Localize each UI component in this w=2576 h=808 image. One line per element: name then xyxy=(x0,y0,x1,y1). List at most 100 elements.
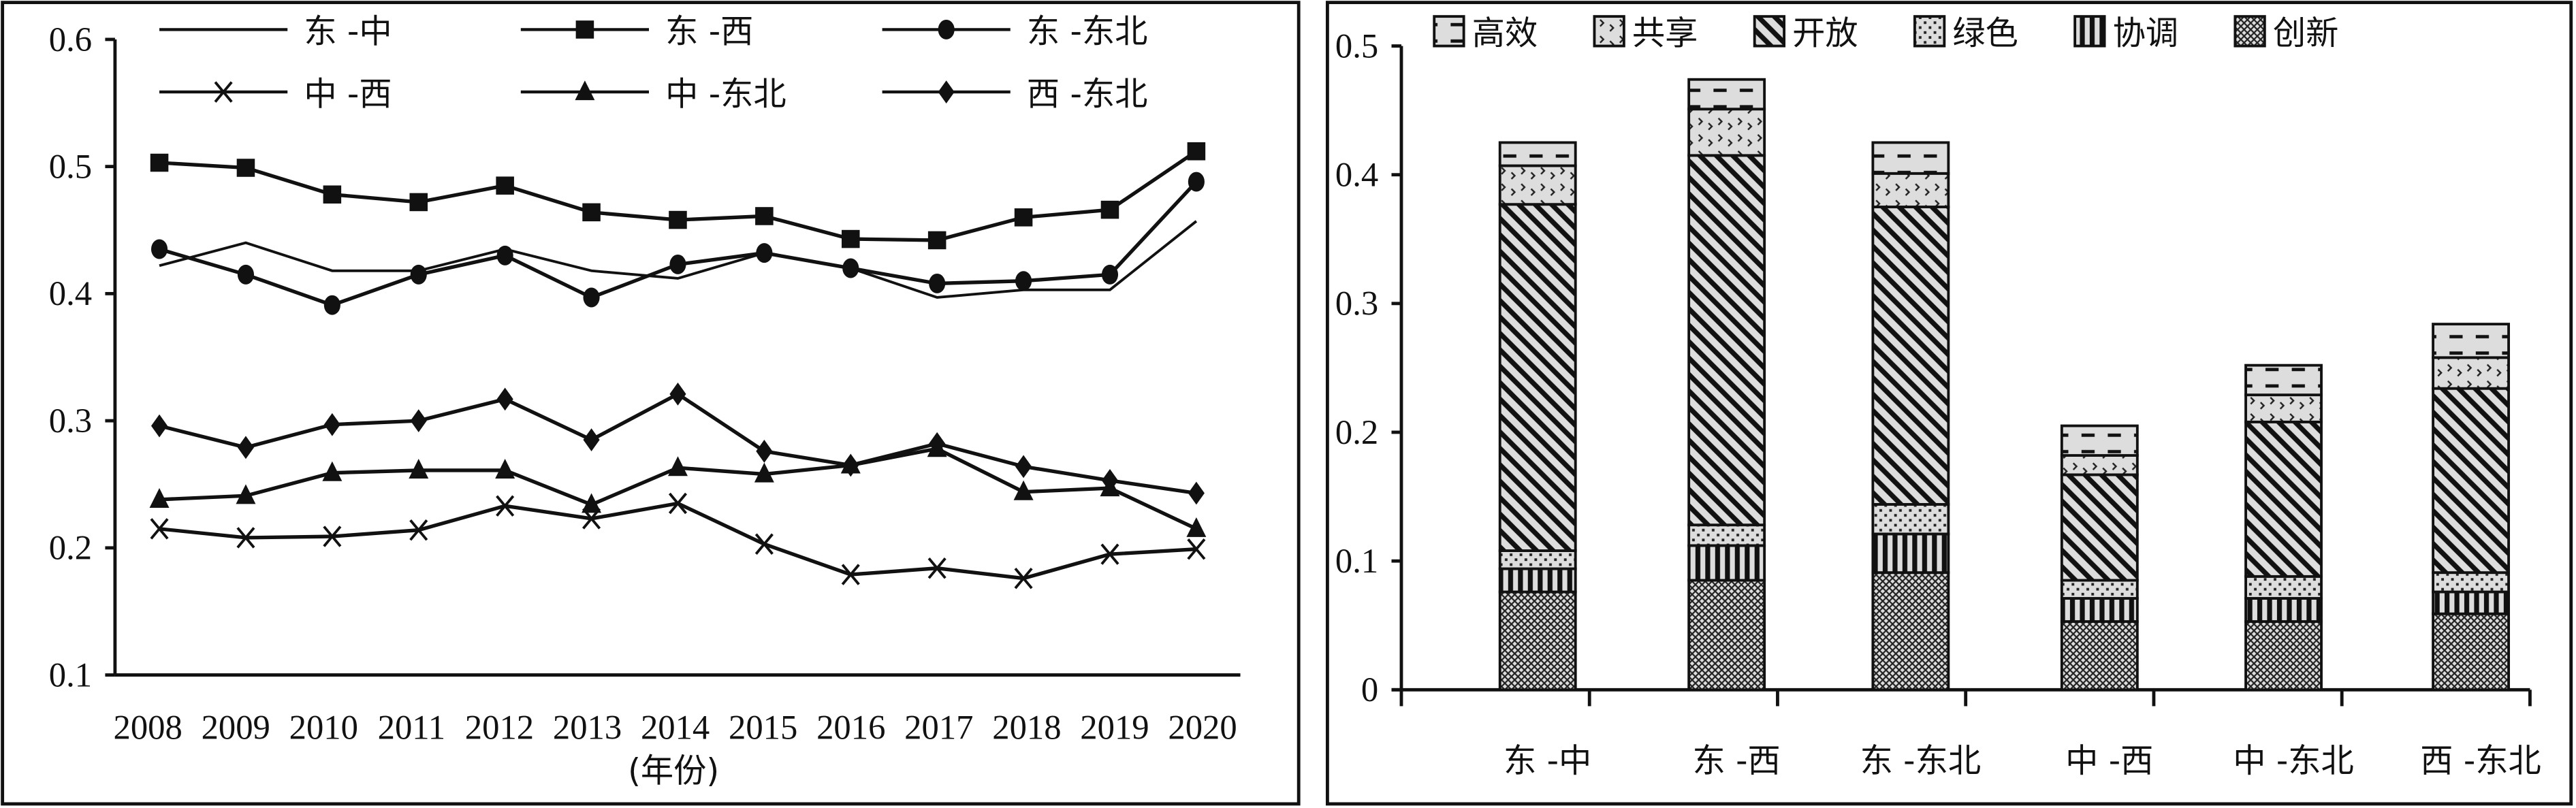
data-point xyxy=(1101,468,1119,492)
x-tick-label: 东 -西 xyxy=(1693,742,1781,780)
data-point xyxy=(755,207,774,225)
bar-segment-高效 xyxy=(2060,424,2139,457)
data-point xyxy=(842,258,859,278)
legend-swatch xyxy=(2073,15,2106,48)
data-point xyxy=(582,203,601,222)
data-point xyxy=(1100,543,1119,565)
data-point xyxy=(496,176,514,195)
data-point xyxy=(410,264,427,285)
x-tick-label: 中 -西 xyxy=(2065,742,2153,780)
bar-segment-高效 xyxy=(1687,78,1766,111)
y-tick-label: 0.2 xyxy=(1335,413,1378,451)
data-point xyxy=(841,229,860,248)
y-tick-label: 0.4 xyxy=(49,274,92,312)
data-point xyxy=(409,519,428,541)
y-tick-label: 0.5 xyxy=(1335,27,1378,65)
data-point xyxy=(841,564,860,585)
x-tick-label: 2009 xyxy=(202,709,270,747)
bar-segment-开放 xyxy=(1871,206,1950,506)
legend-label: 创新 xyxy=(2273,14,2339,52)
data-point xyxy=(1101,264,1119,285)
legend-label: 东 -东北 xyxy=(1027,13,1148,51)
bar-segment-共享 xyxy=(2244,393,2323,423)
legend-label: 共享 xyxy=(1632,14,1698,52)
data-point xyxy=(583,287,600,308)
data-point xyxy=(236,159,255,177)
data-point xyxy=(323,185,342,204)
data-point xyxy=(237,436,255,459)
x-tick-label: 2008 xyxy=(113,709,182,747)
data-point xyxy=(496,387,513,411)
data-point xyxy=(927,231,947,250)
data-point xyxy=(409,193,428,212)
x-tick-label: 2015 xyxy=(729,709,797,747)
bar-segment-开放 xyxy=(2244,420,2323,578)
data-point xyxy=(150,153,169,172)
legend-swatch xyxy=(1433,15,1465,48)
bar-segment-高效 xyxy=(2432,323,2510,359)
x-tick-label: 2016 xyxy=(816,709,885,747)
data-point xyxy=(929,273,946,293)
data-point xyxy=(496,245,513,265)
data-point xyxy=(1014,567,1033,589)
legend-marker xyxy=(938,19,955,39)
bar-segment-开放 xyxy=(1687,154,1766,527)
data-point xyxy=(495,459,515,479)
x-axis-label: (年份) xyxy=(628,752,719,790)
bar-segment-高效 xyxy=(1871,141,1950,175)
x-tick-label: 2012 xyxy=(465,709,534,747)
bar-segment-共享 xyxy=(1498,164,1577,206)
bar-segment-绿色 xyxy=(1871,502,1950,536)
y-tick-label: 0.2 xyxy=(49,529,92,567)
legend-marker xyxy=(214,81,233,103)
legend-label: 西 -东北 xyxy=(1027,75,1148,113)
bar-segment-创新 xyxy=(2060,620,2139,692)
data-point xyxy=(754,462,774,483)
series-1 xyxy=(150,142,1206,250)
y-tick-label: 0 xyxy=(1361,670,1378,709)
bar-segment-创新 xyxy=(2432,612,2510,692)
legend-label: 中 -东北 xyxy=(665,75,786,113)
bar-segment-协调 xyxy=(1498,567,1577,594)
data-point xyxy=(323,413,340,436)
series-line xyxy=(159,501,1197,581)
data-point xyxy=(236,484,256,504)
bar-chart: 0 0.1 0.2 0.3 0.4 0.5 东 -中 东 -西 东 -东北 中 -西 中 -东北 西 … xyxy=(1335,14,2541,780)
data-point xyxy=(149,487,170,508)
x-tick-label: 2014 xyxy=(641,709,710,747)
legend-swatch xyxy=(1913,15,1946,48)
bar-segment-共享 xyxy=(2432,356,2510,390)
data-point xyxy=(150,414,168,438)
data-point xyxy=(150,239,168,259)
data-point xyxy=(1014,208,1033,227)
x-tick-label: 2010 xyxy=(289,709,358,747)
data-point xyxy=(667,456,688,476)
bar-segment-绿色 xyxy=(2060,579,2139,600)
data-point xyxy=(1187,538,1206,560)
line-chart: 0.1 0.2 0.3 0.4 0.5 0.6 2008 2009 2010 2011 2012 20… xyxy=(49,13,1241,790)
bar-segment-共享 xyxy=(1687,108,1766,157)
y-tick-label: 0.3 xyxy=(1335,285,1378,323)
bar-segment-开放 xyxy=(2060,473,2139,582)
bar-segment-开放 xyxy=(1498,203,1577,552)
y-tick-label: 0.1 xyxy=(1335,542,1378,580)
data-point xyxy=(236,527,255,549)
bar-segment-绿色 xyxy=(2244,575,2323,600)
data-point xyxy=(1015,455,1032,479)
data-point xyxy=(583,428,600,452)
x-tick-label: 2019 xyxy=(1080,709,1149,747)
y-tick-label: 0.4 xyxy=(1335,156,1378,194)
x-tick-label: 2013 xyxy=(553,709,622,747)
bar-segment-共享 xyxy=(2060,454,2139,476)
bar-segment-开放 xyxy=(2432,387,2510,575)
bar-segment-绿色 xyxy=(2432,571,2510,594)
x-tick-label: 东 -中 xyxy=(1504,742,1591,780)
series-2 xyxy=(150,172,1205,315)
data-point xyxy=(410,409,427,432)
data-point xyxy=(668,492,688,515)
data-point xyxy=(929,432,946,455)
y-tick-label: 0.3 xyxy=(49,402,92,440)
data-point xyxy=(756,243,773,263)
data-point xyxy=(237,264,255,285)
